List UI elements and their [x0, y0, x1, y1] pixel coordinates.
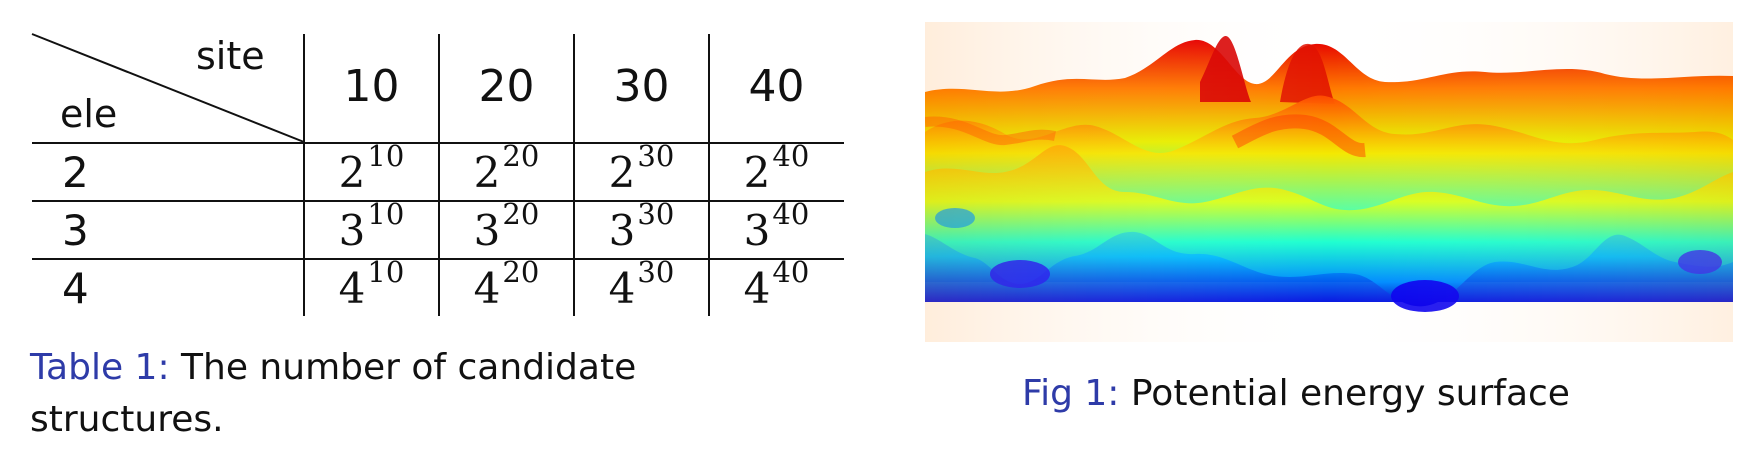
table-cell: 4 30 [608, 255, 675, 313]
table-cell: 3 10 [338, 197, 405, 255]
figure-caption-label: Fig 1: [1022, 373, 1120, 414]
row-label-4: 4 [62, 263, 89, 313]
corner-label-ele: ele [60, 92, 118, 136]
table-cell: 2 20 [473, 139, 540, 197]
table-cell: 3 30 [608, 197, 675, 255]
corner-diagonal-line [31, 33, 305, 143]
column-header-40: 40 [748, 60, 805, 112]
table-caption-label: Table 1: [30, 347, 170, 388]
row-label-2: 2 [62, 147, 89, 197]
column-header-30: 30 [613, 60, 670, 112]
candidate-structures-table: site ele 10 20 30 40 2 2 10 2 20 2 30 2 40 3… [0, 0, 860, 320]
corner-label-site: site [196, 34, 265, 78]
table-cell: 3 40 [743, 197, 810, 255]
figure-caption-text: Potential energy surface [1130, 373, 1570, 414]
table-cell: 2 10 [338, 139, 405, 197]
table-cell: 2 40 [743, 139, 810, 197]
column-header-20: 20 [478, 60, 535, 112]
table-cell: 4 10 [338, 255, 405, 313]
table-cell: 3 20 [473, 197, 540, 255]
table-vline-2 [438, 34, 440, 316]
figure-caption: Fig 1: Potential energy surface [1022, 368, 1570, 420]
table-hline-3 [32, 258, 844, 260]
table-caption: Table 1: The number of candidate structu… [30, 342, 790, 446]
table-caption-text: The number of candidate structures. [30, 347, 637, 440]
row-label-3: 3 [62, 205, 89, 255]
column-header-10: 10 [343, 60, 400, 112]
table-vline-1 [303, 34, 305, 316]
table-hline-2 [32, 200, 844, 202]
table-vline-3 [573, 34, 575, 316]
table-hline-1 [32, 142, 844, 144]
table-cell: 2 30 [608, 139, 675, 197]
table-cell: 4 40 [743, 255, 810, 313]
potential-energy-surface-image [925, 22, 1733, 342]
table-vline-4 [708, 34, 710, 316]
table-cell: 4 20 [473, 255, 540, 313]
